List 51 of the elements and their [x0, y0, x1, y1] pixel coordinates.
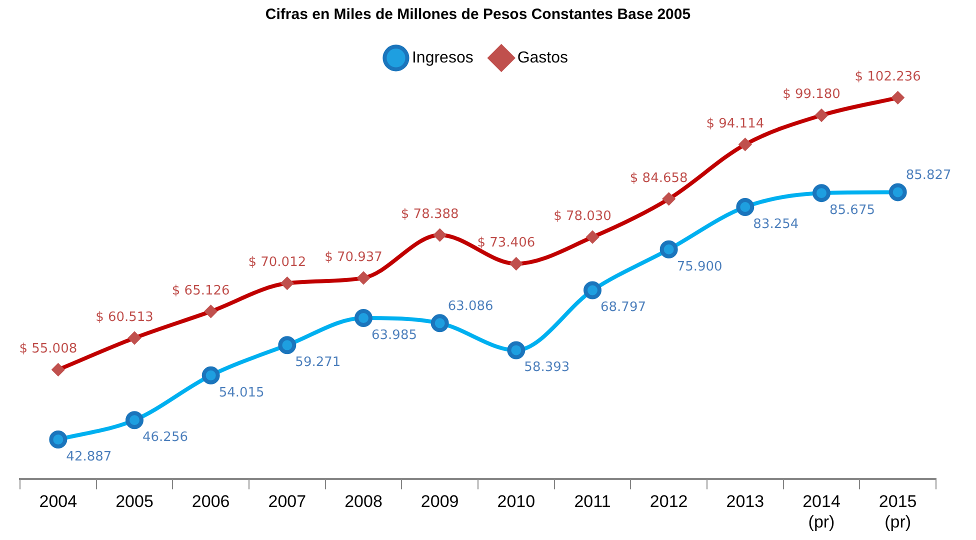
data-label: $ 84.658	[630, 170, 688, 186]
chart-title: Cifras en Miles de Millones de Pesos Constantes Base 2005	[265, 6, 691, 24]
data-label: $ 73.406	[477, 236, 536, 251]
data-label: 46.256	[142, 430, 188, 445]
point	[888, 183, 907, 202]
data-label: 59.271	[295, 355, 341, 370]
legend-label: Ingresos	[412, 49, 474, 66]
data-label: 42.887	[66, 449, 112, 464]
point	[278, 336, 296, 354]
x-tick-label: 2004	[39, 492, 78, 512]
point	[507, 341, 526, 360]
data-label: $ 102.236	[854, 70, 921, 85]
x-tick-label: 2014 (pr)	[802, 492, 840, 532]
data-label: 83.254	[753, 216, 799, 232]
point	[812, 184, 830, 202]
x-tick-label: 2015 (pr)	[878, 492, 917, 532]
point	[660, 240, 678, 258]
x-tick-label: 2007	[268, 492, 306, 512]
data-label: $ 65.126	[172, 283, 230, 298]
data-label: $ 99.180	[782, 87, 840, 102]
point	[126, 411, 144, 430]
data-label: 68.797	[600, 300, 646, 316]
legend-label: Gastos	[517, 49, 568, 66]
data-label: 63.985	[372, 328, 417, 343]
data-label: $ 55.008	[19, 342, 78, 357]
x-tick-label: 2005	[116, 492, 154, 512]
data-label: $ 70.937	[324, 250, 382, 265]
data-label: $ 60.513	[96, 310, 154, 325]
data-label: 85.827	[906, 168, 952, 184]
data-label: 75.900	[676, 259, 722, 274]
x-tick-label: 2006	[192, 492, 230, 512]
x-tick-label: 2008	[344, 492, 382, 512]
data-label: 58.393	[524, 360, 570, 376]
data-label: 54.015	[218, 385, 264, 400]
data-label: 85.675	[830, 202, 875, 218]
data-label: $ 78.388	[400, 206, 459, 222]
point	[202, 366, 220, 384]
data-label: 63.086	[448, 299, 494, 314]
data-label: $ 78.030	[554, 208, 612, 224]
point	[584, 281, 602, 300]
x-tick-label: 2012	[650, 492, 688, 512]
x-tick-label: 2011	[574, 492, 611, 512]
point	[430, 314, 449, 332]
point	[49, 430, 68, 449]
data-label: $ 94.114	[706, 116, 764, 132]
point	[354, 309, 372, 328]
point	[736, 198, 754, 216]
x-tick-label: 2013	[726, 492, 764, 512]
data-label: $ 70.012	[248, 255, 306, 270]
x-tick-label: 2009	[420, 492, 459, 512]
x-tick-label: 2010	[497, 492, 536, 512]
